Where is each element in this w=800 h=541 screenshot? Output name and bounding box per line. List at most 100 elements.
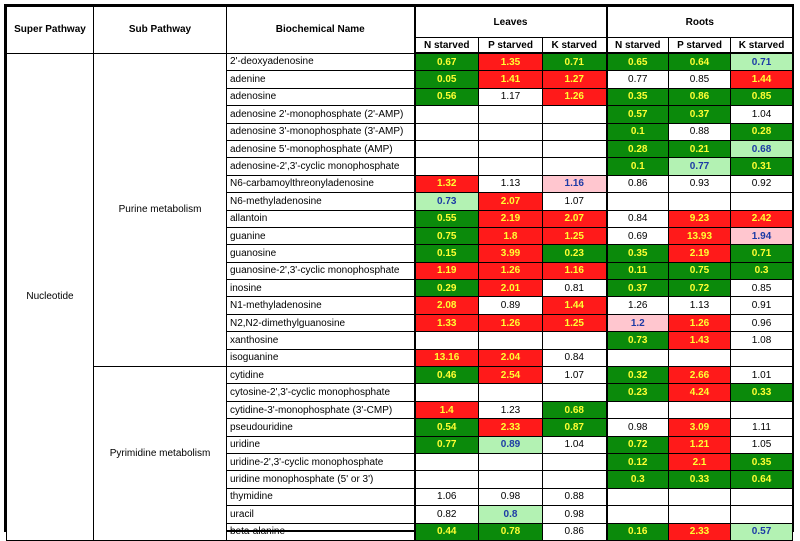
value-cell bbox=[605, 505, 670, 524]
value-cell: 0.23 bbox=[605, 383, 670, 402]
value-cell bbox=[605, 192, 670, 211]
biochemical-name-cell: N6-carbamoylthreonyladenosine bbox=[226, 174, 415, 194]
header-super-pathway: Super Pathway bbox=[6, 6, 94, 54]
table-row: uridine 0.77 0.89 1.04 0.72 1.21 1.05 bbox=[7, 435, 794, 454]
value-cell: 9.23 bbox=[668, 209, 732, 228]
value-cell bbox=[478, 383, 543, 402]
value-cell: 1.04 bbox=[541, 435, 608, 454]
value-cell: 2.66 bbox=[668, 366, 732, 385]
value-cell: 1.07 bbox=[541, 366, 608, 385]
value-cell: 1.06 bbox=[413, 487, 479, 507]
value-cell: 2.07 bbox=[541, 209, 608, 228]
value-cell: 1.32 bbox=[413, 174, 479, 194]
value-cell: 0.72 bbox=[605, 435, 670, 454]
value-cell bbox=[478, 331, 543, 350]
biochemical-name-cell: 2'-deoxyadenosine bbox=[226, 52, 415, 72]
value-cell: 2.07 bbox=[478, 192, 543, 211]
table-row: guanine 0.75 1.8 1.25 0.69 13.93 1.94 bbox=[7, 226, 794, 246]
table-row: Nucleotide Purine metabolism 2'-deoxyadeno… bbox=[6, 52, 794, 541]
value-cell: 1.19 bbox=[413, 261, 479, 281]
value-cell bbox=[541, 470, 608, 489]
value-cell: 0.64 bbox=[730, 470, 794, 489]
value-cell: 4.24 bbox=[668, 383, 732, 402]
biochemical-name-cell: pseudouridine bbox=[226, 418, 415, 437]
value-cell: 0.72 bbox=[668, 279, 732, 298]
super-pathway-cell: Nucleotide bbox=[6, 52, 94, 541]
value-cell: 0.86 bbox=[668, 87, 732, 107]
value-cell: 0.77 bbox=[605, 70, 670, 89]
value-cell: 0.15 bbox=[413, 244, 479, 263]
value-cell: 0.98 bbox=[541, 505, 608, 524]
value-cell: 2.1 bbox=[668, 452, 732, 472]
value-cell bbox=[478, 139, 543, 159]
value-cell: 0.84 bbox=[541, 348, 608, 368]
value-cell: 0.57 bbox=[730, 522, 794, 541]
value-cell bbox=[541, 122, 608, 141]
value-cell: 2.01 bbox=[478, 279, 543, 298]
biochemical-name-cell: adenine bbox=[226, 70, 415, 89]
biochemical-name-cell: N1-methyladenosine bbox=[226, 296, 415, 315]
value-cell bbox=[541, 105, 608, 124]
table-row: guanosine-2',3'-cyclic monophosphate 1.19… bbox=[7, 261, 794, 281]
value-cell: 3.09 bbox=[668, 418, 732, 437]
header-biochemical-name: Biochemical Name bbox=[226, 6, 415, 54]
value-cell: 13.93 bbox=[668, 226, 732, 246]
value-cell: 2.33 bbox=[668, 522, 732, 541]
value-cell: 0.56 bbox=[413, 87, 479, 107]
value-cell: 0.77 bbox=[413, 435, 479, 454]
value-cell: 0.68 bbox=[730, 139, 794, 159]
value-cell bbox=[478, 105, 543, 124]
biochemical-name-cell: adenosine 3'-monophosphate (3'-AMP) bbox=[226, 122, 415, 141]
value-cell: 1.23 bbox=[478, 400, 543, 420]
value-cell: 0.98 bbox=[605, 418, 670, 437]
value-cell: 1.17 bbox=[478, 87, 543, 107]
value-cell: 1.16 bbox=[541, 261, 608, 281]
biochemical-name-cell: adenosine 2'-monophosphate (2'-AMP) bbox=[226, 105, 415, 124]
table-row: adenosine-2',3'-cyclic monophosphate 0.1 0… bbox=[7, 157, 794, 176]
value-cell: 1.43 bbox=[668, 331, 732, 350]
biochemical-name-cell: guanosine bbox=[226, 244, 415, 263]
value-cell: 0.88 bbox=[541, 487, 608, 507]
value-cell: 0.1 bbox=[605, 157, 670, 176]
table-row: N2,N2-dimethylguanosine 1.33 1.26 1.25 1.2 1.… bbox=[7, 313, 794, 333]
table-row: adenine 0.05 1.41 1.27 0.77 0.85 1.44 bbox=[7, 70, 794, 89]
header-roots-k-starved: K starved bbox=[730, 37, 794, 54]
header-sub-pathway: Sub Pathway bbox=[93, 6, 227, 54]
value-cell: 0.69 bbox=[605, 226, 670, 246]
value-cell: 2.04 bbox=[478, 348, 543, 368]
value-cell bbox=[541, 139, 608, 159]
value-cell bbox=[730, 487, 794, 507]
value-cell bbox=[668, 487, 732, 507]
value-cell: 1.26 bbox=[478, 261, 543, 281]
value-cell: 0.85 bbox=[730, 279, 794, 298]
value-cell: 0.92 bbox=[730, 174, 794, 194]
value-cell: 0.54 bbox=[413, 418, 479, 437]
value-cell bbox=[605, 348, 670, 368]
value-cell: 1.41 bbox=[478, 70, 543, 89]
biochemical-name-cell: adenosine bbox=[226, 87, 415, 107]
value-cell: 2.19 bbox=[478, 209, 543, 228]
biochemical-name-cell: N2,N2-dimethylguanosine bbox=[226, 313, 415, 333]
value-cell: 0.82 bbox=[413, 505, 479, 524]
value-cell: 1.8 bbox=[478, 226, 543, 246]
value-cell: 1.26 bbox=[668, 313, 732, 333]
value-cell: 0.29 bbox=[413, 279, 479, 298]
biochemical-name-cell: adenosine-2',3'-cyclic monophosphate bbox=[226, 157, 415, 176]
value-cell: 0.96 bbox=[730, 313, 794, 333]
biochemical-name-cell: xanthosine bbox=[226, 331, 415, 350]
header-roots-p-starved: P starved bbox=[668, 37, 732, 54]
value-cell: 0.23 bbox=[541, 244, 608, 263]
value-cell: 0.35 bbox=[605, 87, 670, 107]
value-cell: 0.81 bbox=[541, 279, 608, 298]
data-table-frame: Super Pathway Sub Pathway Biochemical Na… bbox=[4, 4, 794, 541]
table-row: beta-alanine 0.44 0.78 0.86 0.16 2.33 0.57 bbox=[7, 522, 794, 541]
value-cell: 0.71 bbox=[541, 52, 608, 72]
table-body: Nucleotide Purine metabolism 2'-deoxyadeno… bbox=[6, 52, 794, 541]
value-cell: 1.94 bbox=[730, 226, 794, 246]
value-cell bbox=[478, 470, 543, 489]
value-cell: 0.33 bbox=[730, 383, 794, 402]
value-cell: 0.12 bbox=[605, 452, 670, 472]
value-cell: 1.16 bbox=[541, 174, 608, 194]
value-cell bbox=[541, 157, 608, 176]
value-cell: 2.42 bbox=[730, 209, 794, 228]
